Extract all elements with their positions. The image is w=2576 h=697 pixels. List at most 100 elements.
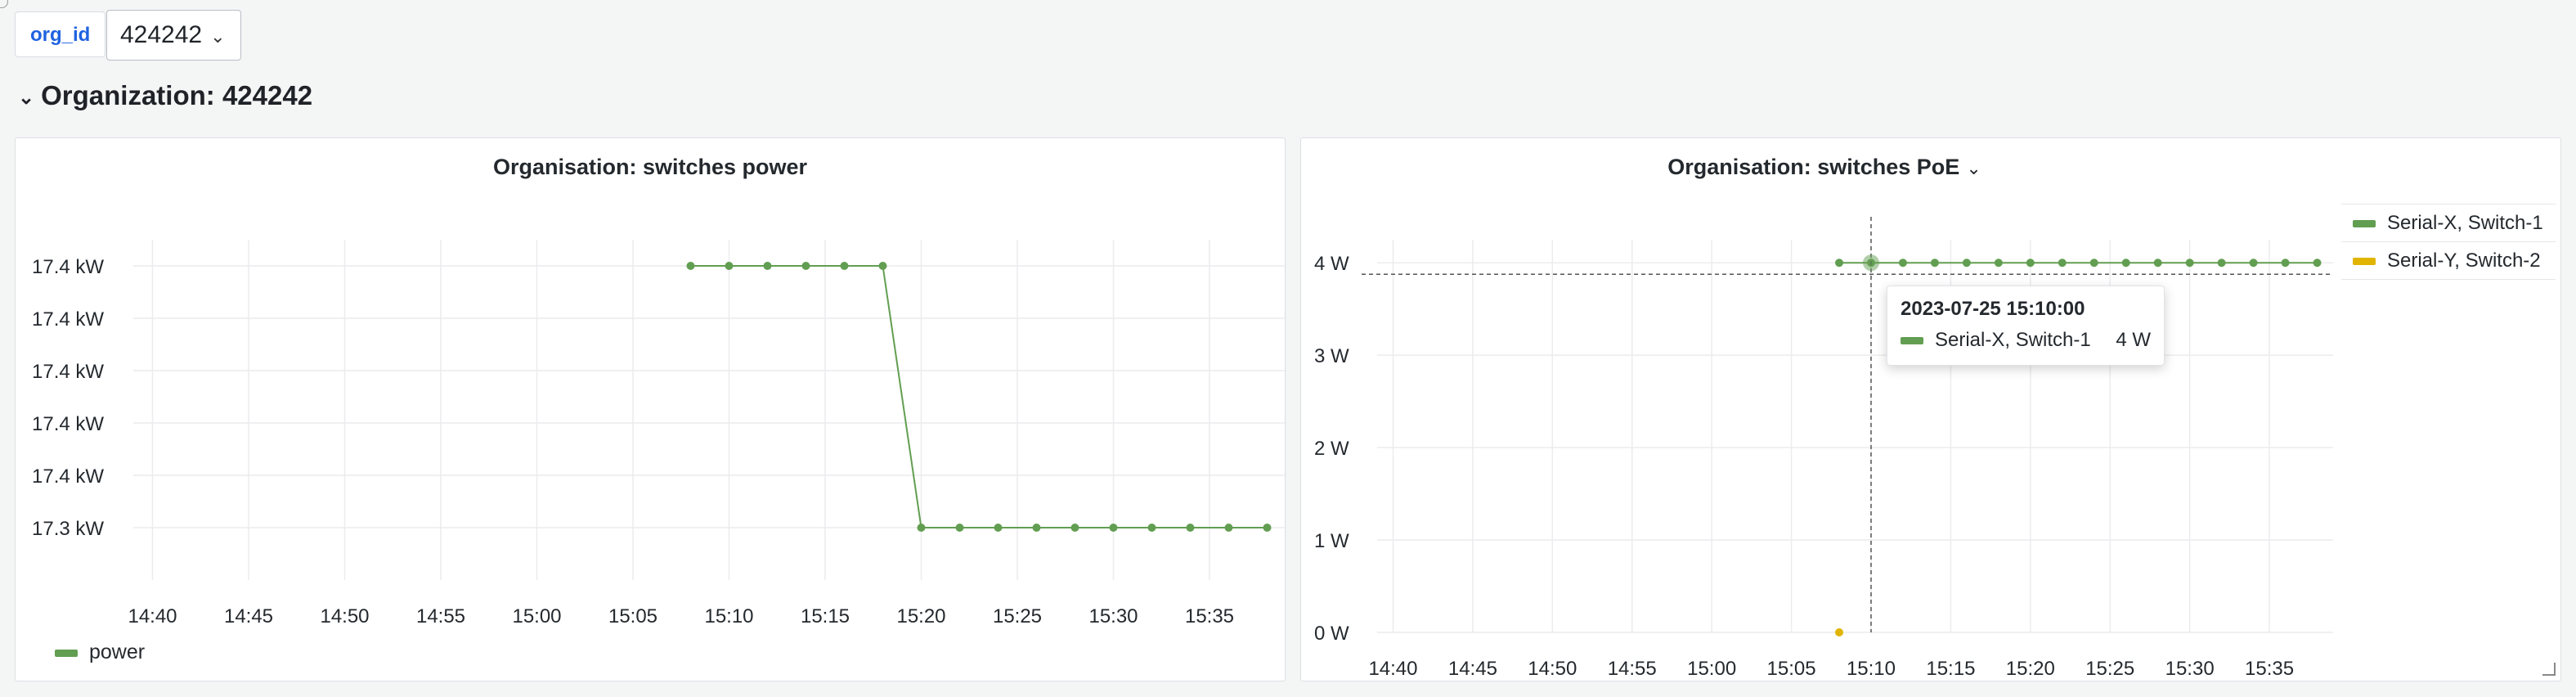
y-tick-label: 3 W — [1314, 345, 1349, 367]
y-tick-label: 1 W — [1314, 530, 1349, 552]
x-tick-label: 15:25 — [993, 605, 1042, 627]
panel-switches-poe[interactable]: Organisation: switches PoE ⌄ 14:40 14:45 14… — [1300, 137, 2561, 681]
variable-label: org_id — [15, 11, 106, 57]
legend: Serial-X, Switch-1 Serial-Y, Switch-2 — [2341, 204, 2556, 280]
x-tick-label: 14:55 — [1608, 658, 1657, 680]
panel-title[interactable]: Organisation: switches power — [492, 155, 808, 179]
variable-select[interactable]: 424242 ⌄ — [106, 10, 241, 61]
x-tick-label: 14:55 — [416, 605, 465, 627]
y-tick-label: 0 W — [1314, 623, 1349, 645]
data-point — [994, 524, 1003, 532]
data-point — [801, 262, 810, 270]
data-point — [2089, 259, 2098, 268]
legend-item-switch-2[interactable]: Serial-Y, Switch-2 — [2341, 242, 2556, 280]
chevron-down-icon: ⌄ — [1966, 158, 1981, 178]
y-tick-label: 4 W — [1314, 253, 1349, 275]
data-point — [2058, 259, 2067, 268]
data-point — [1109, 524, 1118, 532]
x-tick-label: 15:25 — [2085, 658, 2134, 680]
x-tick-label: 15:35 — [2245, 658, 2294, 680]
y-tick-label: 17.4 kW — [32, 308, 104, 331]
data-point — [1835, 628, 1844, 636]
tooltip: 2023-07-25 15:10:00 Serial-X, Switch-1 4… — [1887, 286, 2165, 366]
x-tick-label: 15:15 — [801, 605, 850, 627]
x-tick-label: 14:45 — [1448, 658, 1497, 680]
chevron-down-icon: ⌄ — [210, 26, 226, 47]
panel-title-text: Organisation: switches PoE — [1667, 155, 1960, 179]
x-tick-label: 15:15 — [1926, 658, 1975, 680]
y-tick-label: 2 W — [1314, 438, 1349, 460]
x-tick-label: 14:40 — [1368, 658, 1417, 680]
data-point — [725, 262, 734, 270]
data-point — [1186, 524, 1195, 532]
row-title: Organization: 424242 — [41, 80, 313, 110]
data-point — [763, 262, 772, 270]
legend-label: Serial-X, Switch-1 — [2387, 212, 2543, 234]
variable-value: 424242 — [120, 21, 203, 48]
legend-swatch — [55, 649, 78, 657]
series-line — [690, 265, 1268, 528]
data-point — [878, 262, 887, 270]
corner-indicator — [0, 0, 8, 8]
data-point — [1224, 524, 1233, 532]
y-tick-label: 17.4 kW — [32, 361, 104, 383]
x-tick-label: 15:30 — [1088, 605, 1138, 627]
data-point — [1147, 524, 1156, 532]
x-tick-label: 14:45 — [224, 605, 273, 627]
data-point — [1930, 259, 1939, 268]
data-point — [2121, 259, 2130, 268]
data-point — [1835, 259, 1844, 268]
resize-handle[interactable] — [2542, 663, 2556, 676]
x-tick-label: 14:50 — [1528, 658, 1577, 680]
panel-switches-power[interactable]: Organisation: switches power 14:40 14:45 1… — [15, 137, 1286, 681]
power-chart: 14:40 14:45 14:50 14:55 15:00 15:05 15:10 15:15… — [32, 240, 1286, 627]
tooltip-swatch — [1901, 337, 1923, 345]
row-header[interactable]: ⌄ Organization: 424242 — [18, 80, 312, 111]
tooltip-value: 4 W — [2116, 329, 2151, 351]
x-tick-label: 14:50 — [320, 605, 369, 627]
x-tick-label: 15:05 — [1767, 658, 1816, 680]
x-tick-label: 15:10 — [1847, 658, 1896, 680]
legend-item-switch-1[interactable]: Serial-X, Switch-1 — [2341, 204, 2556, 242]
x-tick-label: 15:30 — [2165, 658, 2215, 680]
x-tick-label: 15:05 — [608, 605, 657, 627]
y-tick-label: 17.4 kW — [32, 256, 104, 278]
data-point — [686, 262, 695, 270]
legend-swatch — [2353, 220, 2376, 228]
legend-label: Serial-Y, Switch-2 — [2387, 250, 2541, 272]
data-point — [2026, 259, 2035, 268]
x-tick-label: 15:35 — [1185, 605, 1234, 627]
data-point — [2249, 259, 2258, 268]
y-tick-label: 17.3 kW — [32, 518, 104, 540]
tooltip-series: Serial-X, Switch-1 — [1935, 329, 2091, 351]
data-point — [1070, 524, 1079, 532]
tooltip-time: 2023-07-25 15:10:00 — [1901, 298, 2085, 320]
y-tick-label: 17.4 kW — [32, 465, 104, 488]
y-tick-label: 17.4 kW — [32, 413, 104, 435]
hover-point — [1862, 254, 1879, 272]
data-point — [1032, 524, 1041, 532]
data-point — [2313, 259, 2322, 268]
legend-item-power[interactable]: power — [55, 641, 145, 664]
x-tick-label: 15:10 — [704, 605, 753, 627]
data-point — [2281, 259, 2290, 268]
data-point — [955, 524, 964, 532]
data-point — [1994, 259, 2003, 268]
data-point — [2153, 259, 2162, 268]
x-tick-label: 15:00 — [512, 605, 561, 627]
data-point — [1263, 524, 1272, 532]
tooltip-row: Serial-X, Switch-1 — [1901, 329, 2151, 352]
x-tick-label: 15:20 — [896, 605, 945, 627]
poe-chart: 14:40 14:45 14:50 14:55 15:00 15:05 15:10 15:15… — [1314, 217, 2333, 680]
data-point — [917, 524, 926, 532]
data-point — [1962, 259, 1971, 268]
x-tick-label: 15:20 — [2006, 658, 2055, 680]
data-point — [2217, 259, 2226, 268]
data-point — [840, 262, 849, 270]
data-point — [1898, 259, 1907, 268]
x-tick-label: 14:40 — [128, 605, 177, 627]
panel-title[interactable]: Organisation: switches PoE ⌄ — [1301, 155, 2348, 180]
x-tick-label: 15:00 — [1687, 658, 1736, 680]
legend-label: power — [89, 641, 146, 663]
data-point — [2185, 259, 2194, 268]
